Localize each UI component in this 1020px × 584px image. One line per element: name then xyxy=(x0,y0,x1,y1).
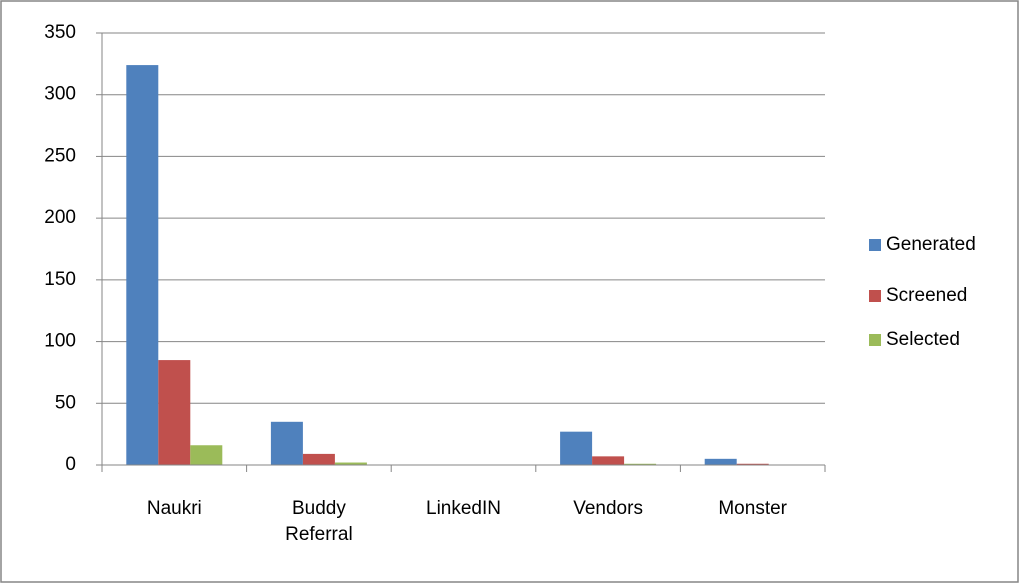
x-tick-label: Buddy Referral xyxy=(285,498,353,545)
y-tick-label: 150 xyxy=(44,269,76,290)
bar xyxy=(302,453,335,465)
legend-swatch xyxy=(869,334,881,346)
legend-swatch xyxy=(869,290,881,302)
y-tick-label: 0 xyxy=(65,454,76,475)
y-tick-label: 300 xyxy=(44,84,76,105)
y-tick-label: 100 xyxy=(44,331,76,352)
legend-label: Selected xyxy=(886,329,960,350)
bar xyxy=(704,458,737,465)
legend-swatch xyxy=(869,239,881,251)
bar xyxy=(624,463,657,465)
bar xyxy=(126,65,159,465)
bar xyxy=(334,462,367,465)
y-tick-label: 250 xyxy=(44,145,76,166)
legend-label: Screened xyxy=(886,285,967,306)
bar xyxy=(736,463,769,465)
legend-label: Generated xyxy=(886,234,976,255)
bar xyxy=(190,445,223,465)
bar xyxy=(158,360,191,465)
bar xyxy=(592,456,625,465)
bar xyxy=(560,431,593,465)
x-tick-label: Vendors xyxy=(573,498,643,519)
y-tick-label: 350 xyxy=(44,22,76,43)
bar xyxy=(270,421,303,465)
y-tick-label: 200 xyxy=(44,207,76,228)
x-tick-label: LinkedIN xyxy=(426,498,501,519)
x-tick-label: Naukri xyxy=(146,498,202,519)
x-tick-label: Monster xyxy=(718,498,787,519)
y-tick-label: 50 xyxy=(55,392,76,413)
